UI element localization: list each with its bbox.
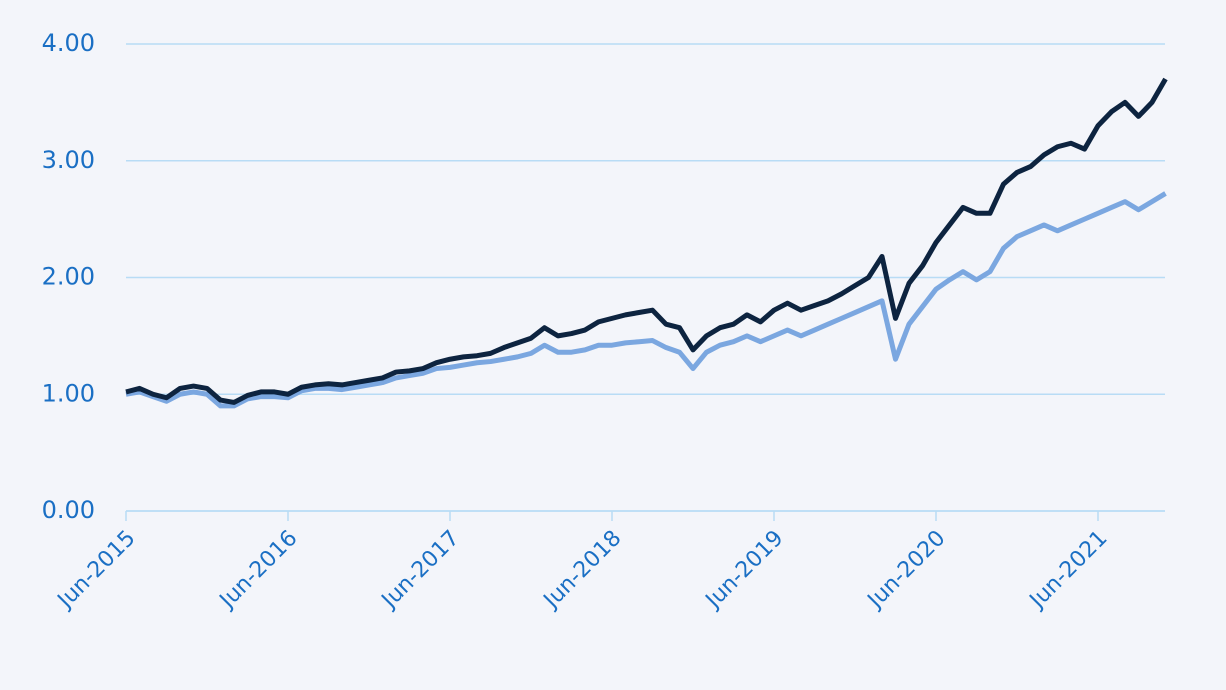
x-tick-label: Jun-2019 bbox=[700, 526, 789, 615]
series-line bbox=[125, 191, 1167, 409]
series-line bbox=[125, 77, 1168, 405]
y-tick-label: 2.00 bbox=[42, 263, 95, 291]
x-tick-label: Jun-2016 bbox=[214, 526, 303, 615]
y-tick-label: 4.00 bbox=[42, 29, 95, 57]
x-tick-label: Jun-2018 bbox=[538, 526, 627, 615]
y-tick-label: 3.00 bbox=[42, 146, 95, 174]
y-tick-label: 1.00 bbox=[42, 379, 95, 407]
x-tick-label: Jun-2021 bbox=[1024, 526, 1113, 615]
x-tick-label: Jun-2020 bbox=[862, 526, 951, 615]
y-tick-label: 0.00 bbox=[42, 496, 95, 524]
x-tick-label: Jun-2015 bbox=[52, 526, 141, 615]
x-tick-label: Jun-2017 bbox=[376, 526, 465, 615]
